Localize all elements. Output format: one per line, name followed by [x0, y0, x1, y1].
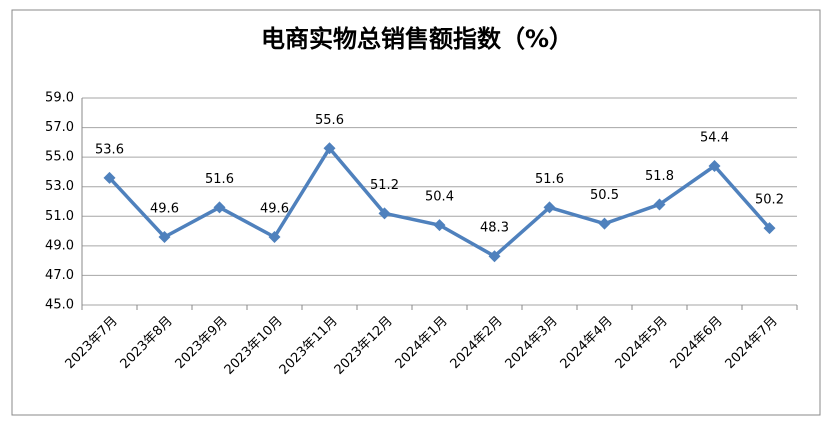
point-marker: [708, 160, 721, 173]
point-marker: [543, 201, 556, 214]
y-tick-label: 57.0: [45, 120, 74, 135]
y-tick-label: 47.0: [45, 268, 74, 283]
point-marker: [158, 230, 171, 243]
data-label: 51.6: [535, 172, 564, 187]
y-tick-label: 49.0: [45, 238, 74, 253]
data-label: 49.6: [150, 201, 179, 216]
point-marker: [268, 230, 281, 243]
point-marker: [103, 171, 116, 184]
data-label: 51.2: [370, 178, 399, 193]
point-marker: [598, 217, 611, 230]
point-marker: [323, 142, 336, 155]
y-tick-label: 45.0: [45, 298, 74, 313]
point-marker: [213, 201, 226, 214]
y-tick-label: 55.0: [45, 150, 74, 165]
chart-frame: [11, 9, 821, 416]
y-tick-label: 53.0: [45, 179, 74, 194]
point-marker: [378, 207, 391, 220]
data-label: 53.6: [95, 142, 124, 157]
y-tick-label: 59.0: [45, 91, 74, 106]
data-label: 50.2: [755, 193, 784, 208]
y-tick-label: 51.0: [45, 209, 74, 224]
data-label: 48.3: [480, 221, 509, 236]
chart-title: 电商实物总销售额指数（%）: [261, 25, 573, 53]
data-label: 51.6: [205, 172, 234, 187]
point-marker: [763, 222, 776, 235]
data-label: 55.6: [315, 113, 344, 128]
data-label: 54.4: [700, 131, 729, 146]
data-label: 49.6: [260, 201, 289, 216]
point-marker: [653, 198, 666, 211]
point-marker: [488, 250, 501, 263]
point-marker: [433, 219, 446, 232]
data-label: 50.5: [590, 188, 619, 203]
data-label: 50.4: [425, 190, 454, 205]
data-label: 51.8: [645, 169, 674, 184]
